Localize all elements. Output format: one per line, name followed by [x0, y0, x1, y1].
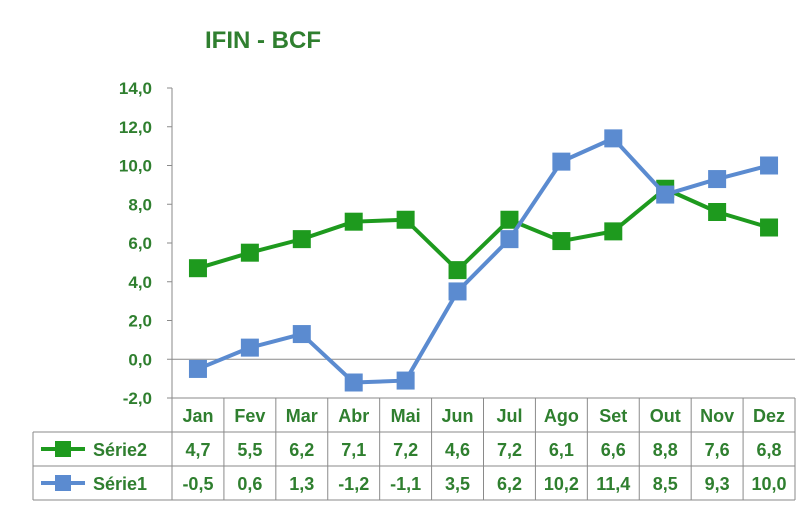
series-1-marker: [188, 259, 207, 278]
x-category-label: Abr: [338, 406, 369, 426]
table-value-cell: 0,6: [237, 474, 262, 494]
table-value-cell: 7,6: [705, 440, 730, 460]
table-value-cell: 4,7: [185, 440, 210, 460]
series-2-marker: [604, 129, 623, 148]
table-value-cell: 7,1: [341, 440, 366, 460]
chart-title: IFIN - BCF: [205, 27, 321, 54]
table-value-cell: 8,8: [653, 440, 678, 460]
table-value-cell: -1,1: [390, 474, 421, 494]
x-category-label: Jul: [496, 406, 522, 426]
legend-series-name: Série2: [93, 440, 147, 460]
series-2-marker: [500, 230, 519, 249]
series-2-marker: [552, 152, 571, 171]
table-value-cell: -0,5: [182, 474, 213, 494]
y-tick-label: 12,0: [119, 118, 152, 137]
table-value-cell: 6,2: [289, 440, 314, 460]
x-category-label: Fev: [234, 406, 265, 426]
series-2-marker: [396, 371, 415, 390]
table-value-cell: 6,2: [497, 474, 522, 494]
table-value-cell: 7,2: [497, 440, 522, 460]
x-category-label: Mar: [286, 406, 318, 426]
table-value-cell: 11,4: [596, 474, 630, 494]
table-value-cell: 6,6: [601, 440, 626, 460]
series-line-1: [197, 186, 770, 273]
series-2-marker: [292, 325, 311, 344]
legend-key-marker: [55, 475, 71, 491]
y-tick-label: 6,0: [128, 234, 152, 253]
series-1-marker: [240, 243, 259, 262]
table-value-cell: 3,5: [445, 474, 470, 494]
y-tick-label: 2,0: [128, 312, 152, 331]
series-1-marker: [500, 210, 519, 229]
table-value-cell: 4,6: [445, 440, 470, 460]
series-1-marker: [708, 203, 727, 221]
series-1-marker: [552, 232, 571, 251]
y-tick-label: 4,0: [128, 273, 152, 292]
series-1-marker: [344, 212, 363, 231]
series-1-marker: [396, 210, 415, 229]
y-tick-label: 8,0: [128, 195, 152, 214]
table-value-cell: 8,5: [653, 474, 678, 494]
table-value-cell: 6,1: [549, 440, 574, 460]
table-value-cell: 9,3: [705, 474, 730, 494]
x-category-label: Out: [650, 406, 681, 426]
y-tick-label: -2,0: [123, 389, 152, 408]
x-category-label: Mai: [391, 406, 421, 426]
x-category-label: Dez: [753, 406, 785, 426]
series-1-marker: [292, 230, 311, 249]
series-1-marker: [604, 222, 623, 241]
legend-key-marker: [55, 441, 71, 457]
series-2-marker: [344, 373, 363, 392]
series-1-marker: [760, 218, 779, 237]
table-value-cell: 7,2: [393, 440, 418, 460]
table-value-cell: 10,2: [544, 474, 579, 494]
table-value-cell: 6,8: [757, 440, 782, 460]
x-category-label: Set: [599, 406, 627, 426]
series-2-marker: [448, 282, 467, 301]
series-1-marker: [448, 261, 467, 280]
y-tick-label: 0,0: [128, 350, 152, 369]
series-2-marker: [708, 170, 727, 189]
series-2-marker: [188, 359, 207, 378]
table-value-cell: 5,5: [237, 440, 262, 460]
y-tick-label: 14,0: [119, 79, 152, 98]
series-2-marker: [656, 185, 675, 204]
series-2-marker: [240, 338, 259, 357]
table-value-cell: 1,3: [289, 474, 314, 494]
table-value-cell: -1,2: [338, 474, 369, 494]
table-value-cell: 10,0: [752, 474, 787, 494]
x-category-label: Ago: [544, 406, 579, 426]
x-category-label: Nov: [700, 406, 734, 426]
series-2-marker: [760, 156, 779, 175]
x-category-label: Jan: [182, 406, 213, 426]
legend-series-name: Série1: [93, 474, 147, 494]
x-category-label: Jun: [442, 406, 474, 426]
y-tick-label: 10,0: [119, 157, 152, 176]
series-line-2: [197, 136, 770, 385]
